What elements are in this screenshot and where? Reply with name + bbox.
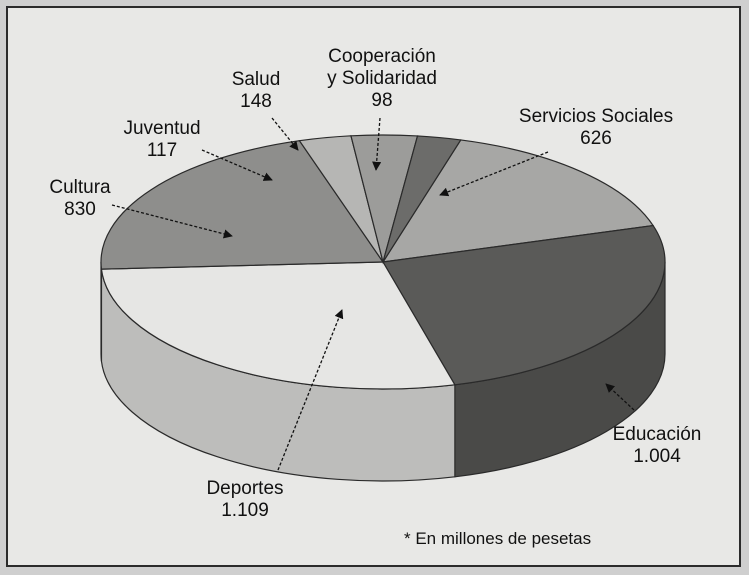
leader-cooperacion-y-solidaridad — [372, 117, 382, 171]
name-juventud: Juventud — [123, 118, 200, 139]
label-cultura: Cultura 830 — [49, 177, 111, 220]
label-servicios-sociales: Servicios Sociales 626 — [519, 106, 673, 149]
slice-cultura — [100, 140, 385, 270]
slice-deportes — [100, 261, 456, 390]
value-servicios-sociales: 626 — [580, 128, 612, 149]
leader-salud — [271, 117, 299, 151]
value-juventud: 117 — [147, 140, 177, 161]
name-servicios-sociales: Servicios Sociales — [519, 106, 673, 127]
label-cooperacion-y-solidaridad: Cooperación y Solidaridad 98 — [327, 46, 437, 111]
label-juventud: Juventud 117 — [123, 118, 200, 161]
name-salud: Salud — [232, 69, 281, 90]
value-deportes: 1.109 — [221, 500, 269, 521]
leader-cultura — [111, 204, 233, 239]
slice-cooperacion-y-solidaridad — [382, 135, 462, 263]
slice-educacion — [382, 224, 666, 386]
name-cooperacion-y-solidaridad: y Solidaridad — [327, 68, 437, 89]
label-educacion: Educación 1.004 — [613, 424, 702, 467]
slice-servicios-sociales — [381, 139, 655, 263]
leader-juventud — [201, 149, 273, 181]
data-labels: Servicios Sociales 626 Educación 1.004 Depor… — [49, 46, 701, 521]
name-cooperacion-y-solidaridad: Cooperación — [328, 46, 436, 67]
label-salud: Salud 148 — [232, 69, 281, 112]
value-cultura: 830 — [64, 199, 96, 220]
value-educacion: 1.004 — [633, 446, 681, 467]
name-cultura: Cultura — [49, 177, 111, 198]
leader-servicios-sociales — [439, 151, 549, 197]
value-salud: 148 — [240, 91, 272, 112]
footnote: * En millones de pesetas — [404, 529, 591, 548]
value-cooperacion-y-solidaridad: 98 — [371, 90, 392, 111]
label-deportes: Deportes 1.109 — [206, 478, 283, 521]
name-deportes: Deportes — [206, 478, 283, 499]
leader-deportes — [277, 309, 344, 471]
pie-top-faces — [100, 134, 666, 390]
leader-educacion — [605, 383, 635, 411]
name-educacion: Educación — [613, 424, 702, 445]
